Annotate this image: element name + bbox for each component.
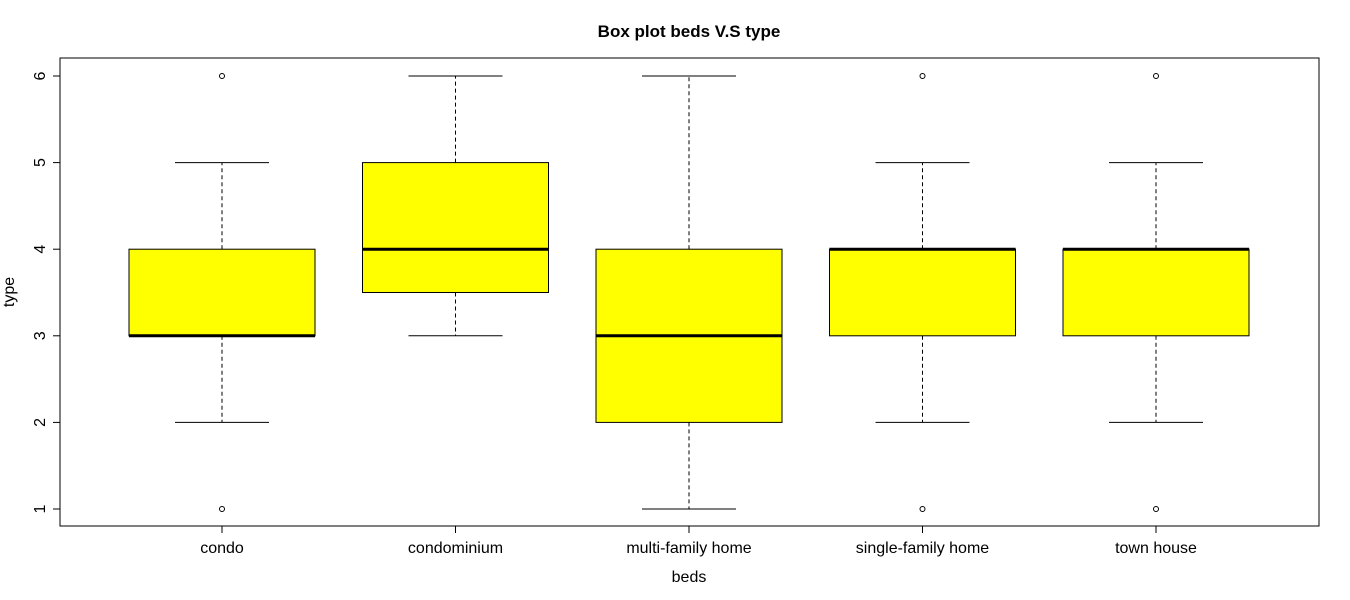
y-tick-label: 2	[32, 418, 49, 427]
y-tick-label: 3	[32, 331, 49, 340]
x-tick-label: single-family home	[856, 540, 989, 557]
y-tick-label: 5	[32, 158, 49, 167]
iqr-box	[128, 248, 316, 337]
y-axis: 1 2 3 4 5 6	[32, 71, 61, 513]
outlier-point	[219, 73, 225, 79]
x-tick-label: multi-family home	[626, 540, 751, 557]
boxes-group	[128, 73, 1250, 512]
x-axis: condo condominium multi-family home single-…	[200, 525, 1197, 557]
x-tick-label: condominium	[408, 540, 503, 557]
x-tick-label: condo	[200, 540, 244, 557]
y-tick-label: 1	[32, 504, 49, 513]
chart-title: Box plot beds V.S type	[598, 22, 781, 41]
outlier-point	[919, 73, 926, 79]
iqr-box	[362, 162, 549, 293]
box-multi-family-home	[595, 75, 783, 510]
y-axis-label: type	[1, 277, 18, 307]
box-town-house	[1062, 73, 1250, 512]
box-condo	[128, 73, 316, 512]
box-condominium	[362, 75, 549, 337]
outlier-point	[1153, 506, 1159, 512]
y-tick-label: 6	[32, 71, 49, 80]
x-tick-label: town house	[1115, 540, 1197, 557]
outlier-point	[919, 506, 926, 512]
iqr-box	[829, 248, 1016, 337]
outlier-point	[1153, 73, 1159, 79]
y-tick-label: 4	[32, 245, 49, 254]
iqr-box	[1062, 248, 1250, 337]
outlier-point	[219, 506, 225, 512]
x-axis-label: beds	[672, 569, 707, 586]
box-single-family-home	[829, 73, 1016, 512]
